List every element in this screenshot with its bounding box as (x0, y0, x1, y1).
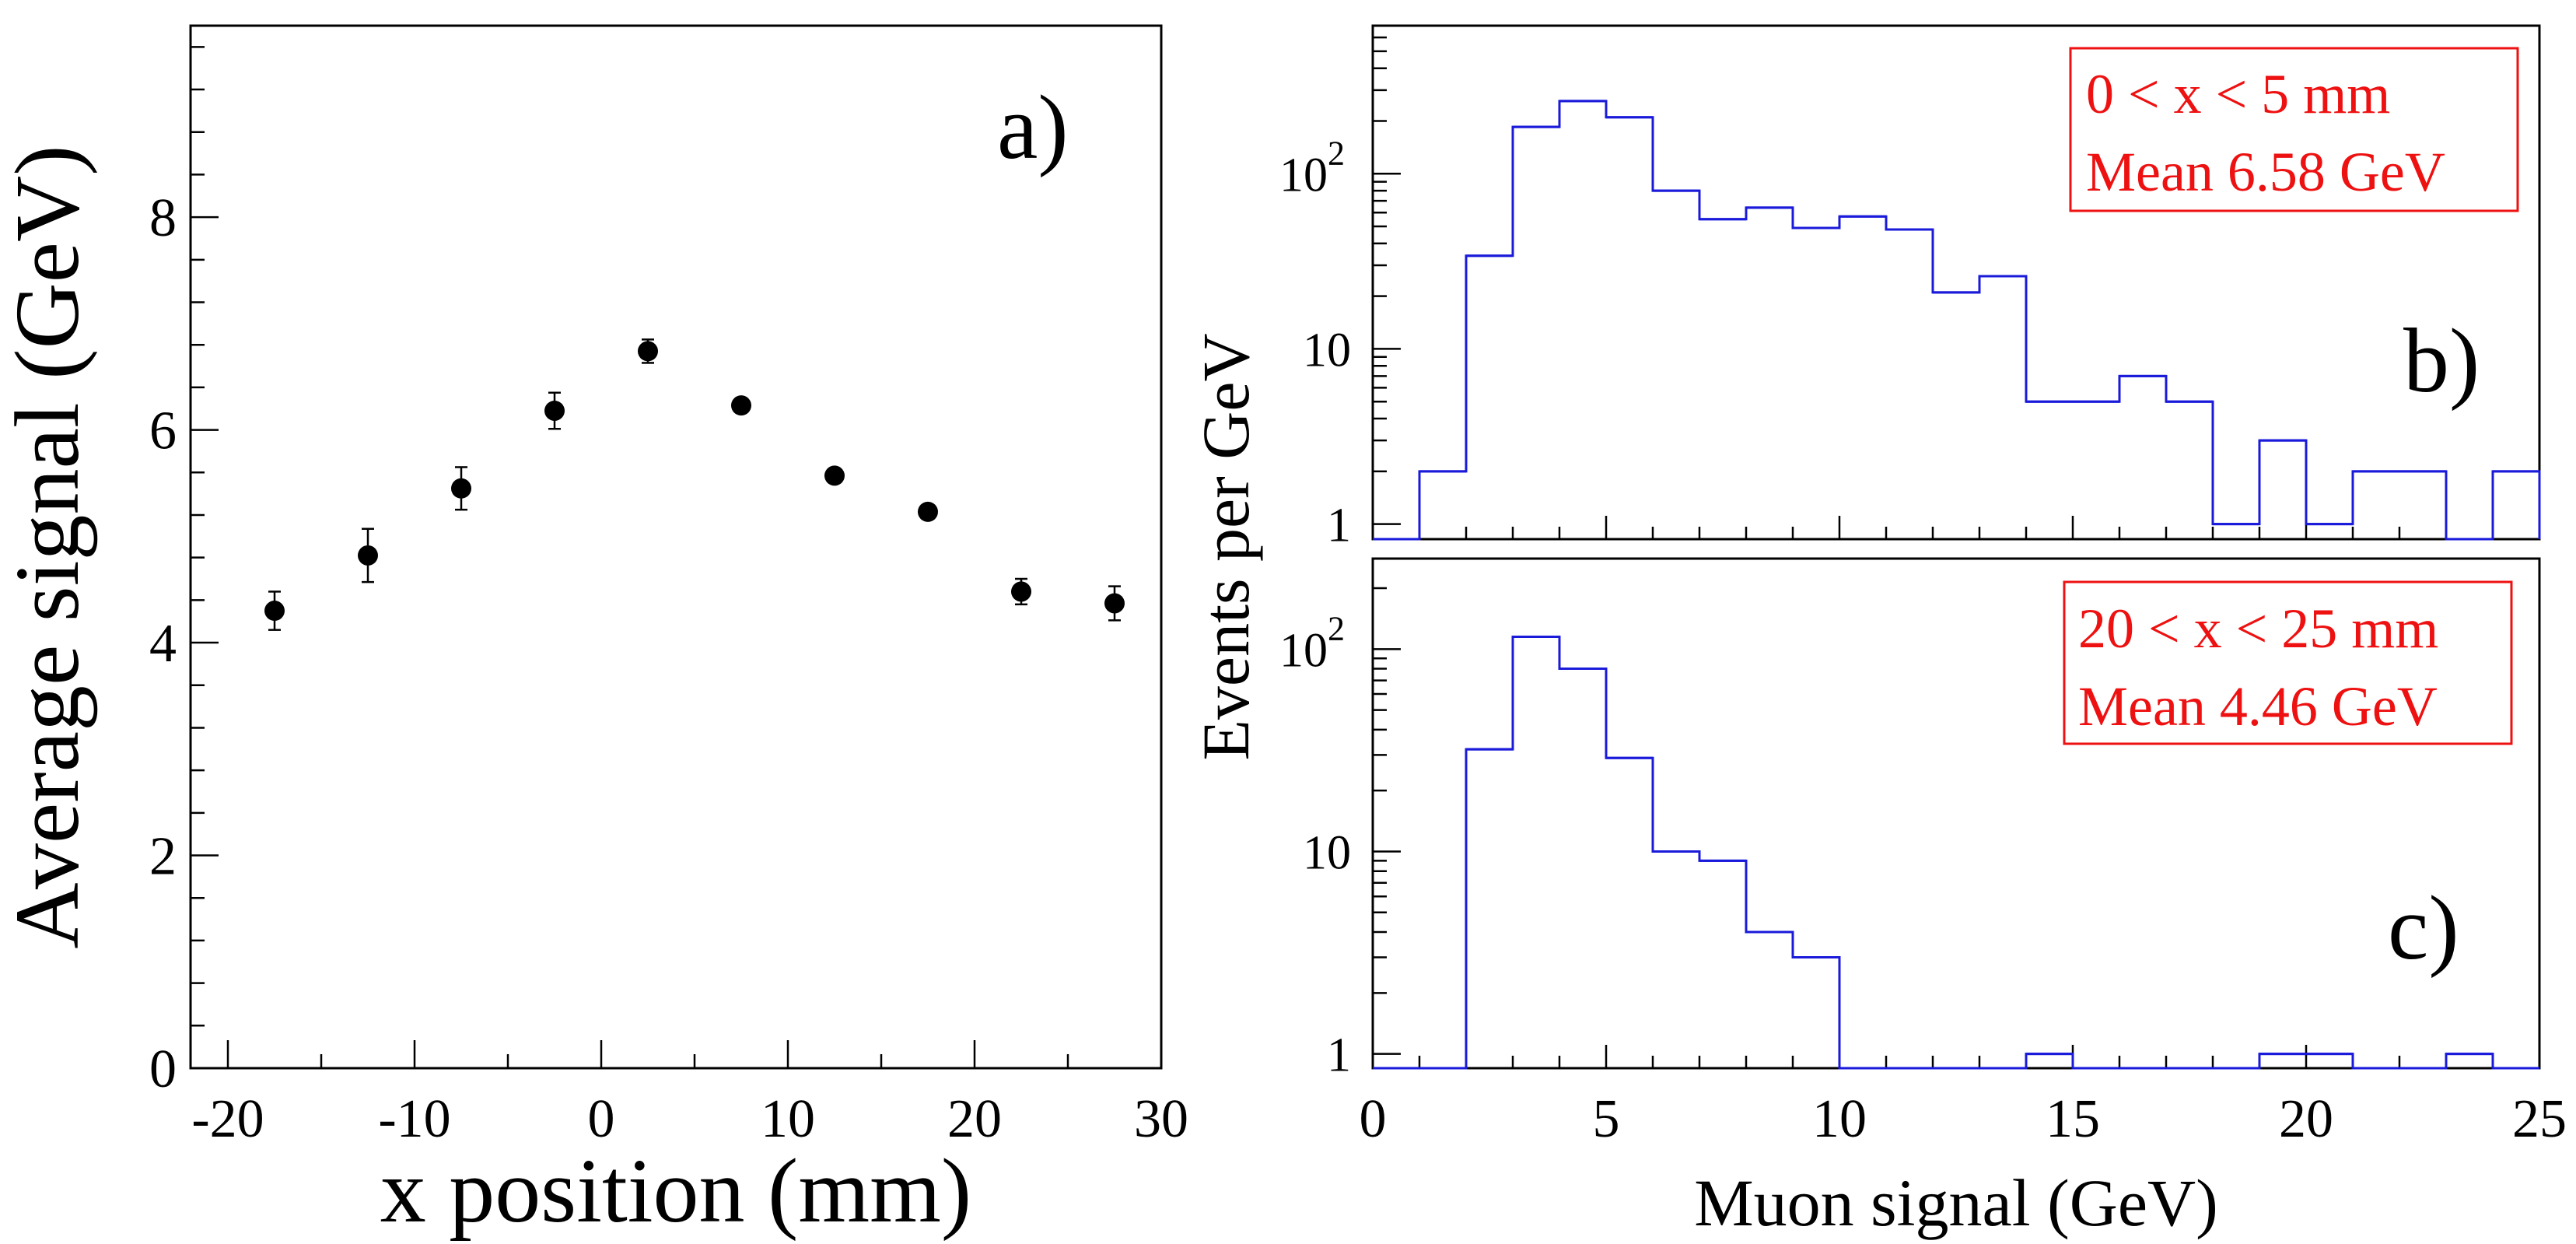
shared-y-axis-title: Events per GeV (1188, 333, 1263, 760)
panel-c-y-tick-label: 1 (1327, 1029, 1351, 1082)
panel-c-x-tick-label: 10 (1812, 1089, 1867, 1149)
panel-c-y-tick-label: 10 (1303, 826, 1351, 879)
data-marker (1104, 593, 1125, 614)
panel-c-x-tick-label: 15 (2046, 1089, 2100, 1149)
panel-b-y-tick-exponent: 2 (1328, 134, 1345, 172)
panel-c-info-mean: Mean 4.46 GeV (2078, 675, 2438, 738)
panel-a-x-axis-title: x position (mm) (380, 1140, 971, 1242)
data-point (264, 590, 285, 631)
panel-c-bins (1466, 636, 2493, 1056)
panel-a-axis-ticks: -20 -10 0 10 20 30 0 2 4 6 8 (149, 46, 1188, 1149)
panel-c-x-tick-label: 5 (1593, 1089, 1620, 1149)
panel-a-y-axis-title: Average signal (GeV) (0, 145, 98, 948)
panel-a-y-tick-label: 0 (149, 1039, 177, 1099)
data-marker (731, 395, 751, 416)
panel-a-frame (189, 24, 1163, 1070)
panel-c-y-tick-exponent: 2 (1328, 609, 1345, 647)
panel-a-x-tick-label: 20 (947, 1089, 1002, 1149)
panel-a-data-points (264, 338, 1125, 631)
panel-c-info-range: 20 < x < 25 mm (2078, 597, 2438, 660)
panel-a-x-tick-label: 30 (1134, 1089, 1188, 1149)
data-point (918, 501, 938, 522)
panel-b-label: b) (2403, 310, 2480, 412)
panel-c-label: c) (2388, 877, 2459, 979)
panel-c-x-tick-label: 25 (2512, 1089, 2567, 1149)
panel-a-y-tick-label: 2 (149, 827, 177, 887)
data-point (824, 465, 845, 486)
panel-a-y-tick-label: 6 (149, 401, 177, 461)
panel-c-info-box (2063, 580, 2513, 745)
panel-c-x-tick-label: 20 (2279, 1089, 2333, 1149)
data-marker (1011, 581, 1031, 602)
data-point (1104, 585, 1125, 622)
data-marker (451, 478, 471, 499)
data-point (358, 527, 378, 583)
panel-a-x-tick-label: -20 (191, 1089, 264, 1149)
data-point (544, 391, 565, 430)
panel-b-frame (1371, 24, 2541, 541)
panel-a-x-tick-label: -10 (378, 1089, 450, 1149)
panel-b-y-tick-label: 1 (1327, 499, 1351, 552)
panel-a-y-tick-label: 8 (149, 188, 177, 248)
data-point (638, 338, 658, 364)
panel-b-y-tick-label: 10 (1279, 149, 1328, 201)
data-marker (824, 465, 845, 486)
data-point (731, 395, 751, 416)
panel-b-info-range: 0 < x < 5 mm (2086, 63, 2390, 125)
panel-b-bins (1419, 100, 2539, 526)
data-marker (264, 601, 285, 622)
panel-a-x-tick-label: 10 (761, 1089, 815, 1149)
panel-c-x-axis-title: Muon signal (GeV) (1694, 1165, 2218, 1240)
panel-b-y-tick-label: 10 (1303, 324, 1351, 377)
panel-a-y-tick-label: 4 (149, 614, 177, 674)
data-marker (544, 400, 565, 421)
panel-a-label: a) (997, 76, 1069, 178)
data-marker (638, 341, 658, 362)
data-point (1011, 577, 1031, 606)
panel-b-info-box (2069, 47, 2519, 212)
panel-a-x-tick-label: 0 (588, 1089, 615, 1149)
data-marker (358, 545, 378, 566)
panel-c-y-tick-label: 10 (1279, 624, 1328, 677)
data-marker (918, 501, 938, 522)
panel-a-scatter-plot: -20 -10 0 10 20 30 0 2 4 6 8 a) x position (mm) Av… (0, 24, 1188, 1242)
panel-c-x-tick-label: 0 (1360, 1089, 1387, 1149)
data-point (451, 466, 471, 511)
panel-c-histogram-line (1373, 636, 2539, 1070)
panel-b-info-mean: Mean 6.58 GeV (2086, 141, 2445, 203)
